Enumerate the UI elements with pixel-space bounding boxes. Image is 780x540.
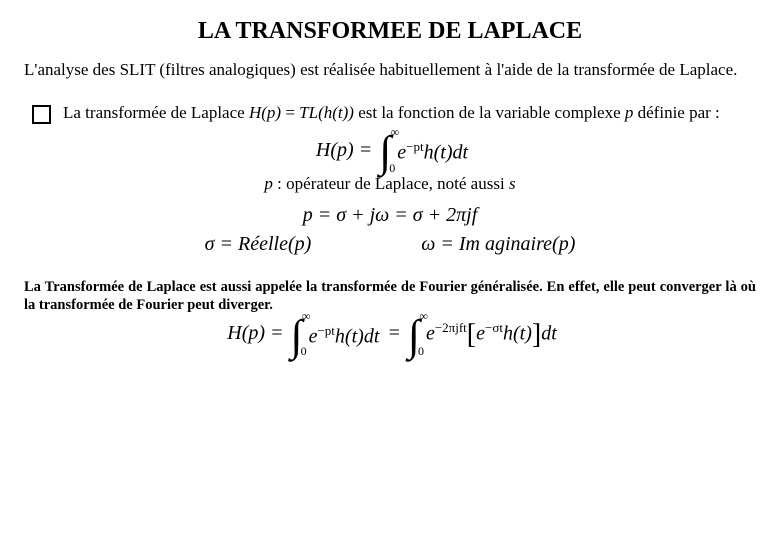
page-title: LA TRANSFORMEE DE LAPLACE [24, 18, 756, 45]
intro-paragraph: L'analyse des SLIT (filtres analogiques)… [24, 59, 756, 80]
equation-omega: ω = Im aginaire(p) [421, 233, 575, 256]
equation-p-sigma: p = σ + jω = σ + 2πjf [24, 204, 756, 227]
bullet-square-icon [32, 105, 51, 124]
bullet-item: La transformée de Laplace H(p) = TL(h(t)… [32, 102, 756, 124]
bullet-text: La transformée de Laplace H(p) = TL(h(t)… [63, 102, 756, 124]
equation-hp-integral: H(p) = ∫∞0 e−pth(t)dt [24, 134, 756, 169]
operator-note: p : opérateur de Laplace, noté aussi s [24, 174, 756, 194]
equation-final: H(p) = ∫∞0 e−pth(t)dt = ∫∞0 e−2πjft[e−σt… [24, 318, 756, 353]
equation-sigma: σ = Réelle(p) [205, 233, 312, 256]
equation-real-imag: σ = Réelle(p) ω = Im aginaire(p) [24, 233, 756, 256]
footer-paragraph: La Transformée de Laplace est aussi appe… [24, 278, 756, 314]
